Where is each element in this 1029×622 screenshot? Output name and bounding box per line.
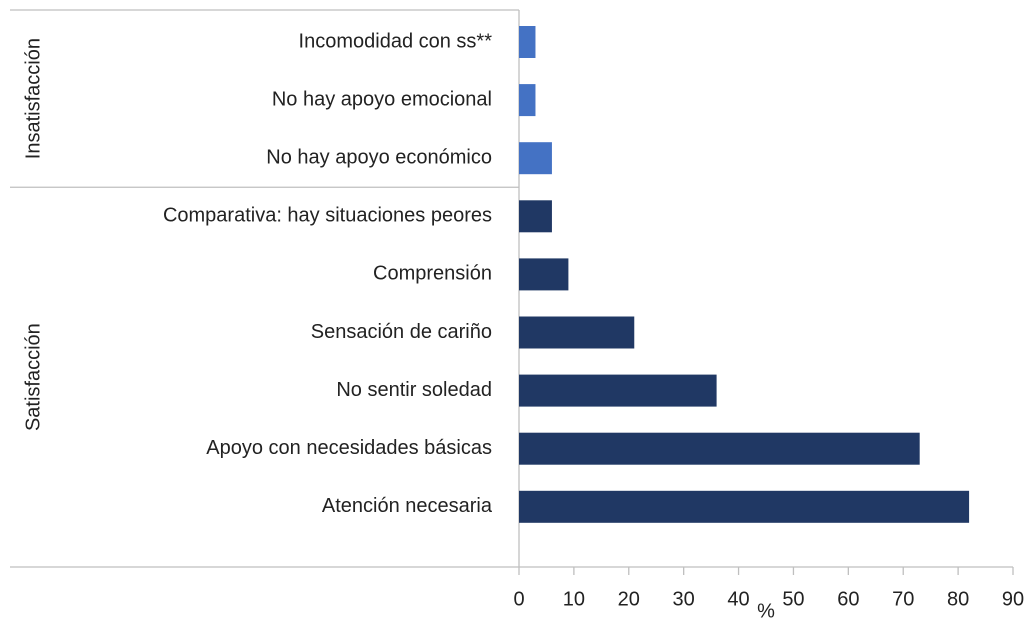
x-tick-label: 30 bbox=[673, 588, 695, 610]
y-tick-label: No hay apoyo emocional bbox=[272, 88, 492, 110]
bar bbox=[519, 200, 552, 233]
x-tick-label: 10 bbox=[563, 588, 585, 610]
x-tick-label: 20 bbox=[618, 588, 640, 610]
x-tick-label: 40 bbox=[727, 588, 749, 610]
y-tick-label: No sentir soledad bbox=[336, 379, 492, 401]
x-tick-label: 60 bbox=[837, 588, 859, 610]
bar bbox=[519, 432, 920, 465]
group-label: Insatisfacción bbox=[22, 38, 44, 159]
y-tick-label: Comparativa: hay situaciones peores bbox=[163, 205, 492, 227]
group-label: Satisfacción bbox=[22, 323, 44, 431]
bar bbox=[519, 258, 569, 291]
x-tick-label: 90 bbox=[1002, 588, 1024, 610]
y-tick-label: Atención necesaria bbox=[322, 495, 493, 517]
y-tick-label: No hay apoyo económico bbox=[266, 146, 492, 168]
x-tick-label: 50 bbox=[782, 588, 804, 610]
bar bbox=[519, 84, 536, 117]
bar bbox=[519, 26, 536, 58]
y-tick-label: Incomodidad con ss** bbox=[299, 30, 493, 52]
bar bbox=[519, 374, 717, 407]
x-tick-label: 0 bbox=[513, 588, 524, 610]
y-tick-label: Apoyo con necesidades básicas bbox=[206, 437, 492, 459]
y-tick-label: Sensación de cariño bbox=[311, 321, 492, 343]
bar bbox=[519, 490, 970, 523]
bar bbox=[519, 316, 635, 349]
x-tick-label: 70 bbox=[892, 588, 914, 610]
y-tick-label: Comprensión bbox=[373, 263, 492, 285]
x-axis-label: % bbox=[757, 600, 775, 622]
x-tick-label: 80 bbox=[947, 588, 969, 610]
bar bbox=[519, 142, 552, 175]
